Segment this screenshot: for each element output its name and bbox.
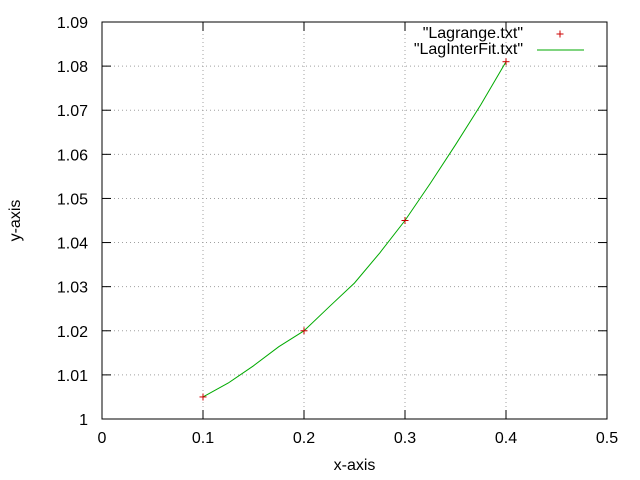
y-tick-label: 1.03 <box>57 280 88 297</box>
y-tick-label: 1.04 <box>57 236 88 253</box>
y-tick-label: 1.05 <box>57 191 88 208</box>
y-tick-label: 1.09 <box>57 15 88 32</box>
data-point-marker <box>502 58 510 66</box>
series-line <box>202 61 507 398</box>
x-tick-label: 0.4 <box>495 430 517 447</box>
x-tick-label: 0.2 <box>293 430 315 447</box>
x-axis-label: x-axis <box>334 457 376 474</box>
data-point-marker <box>401 217 409 224</box>
y-tick-label: 1.08 <box>57 59 88 76</box>
data-point-marker <box>199 393 207 401</box>
data-point-marker <box>300 327 308 335</box>
x-tick-label: 0 <box>98 430 107 447</box>
x-tick-label: 0.5 <box>596 430 618 447</box>
y-tick-label: 1.07 <box>57 103 88 120</box>
grid <box>102 22 607 419</box>
plot-frame <box>101 21 608 420</box>
x-tick-label: 0.3 <box>394 430 416 447</box>
legend-marker-swatch <box>556 30 564 38</box>
legend: "Lagrange.txt""LagInterFit.txt" <box>414 25 584 58</box>
axis-ticks: 0 0.1 0.2 0.3 0.4 0.5 1 1.01 1.02 1.03 1.04 1.05 1.0… <box>57 15 618 447</box>
y-tick-label: 1.06 <box>57 147 88 164</box>
legend-label: "Lagrange.txt" <box>423 25 523 42</box>
y-tick-label: 1.01 <box>57 368 88 385</box>
y-tick-label: 1.02 <box>57 324 88 341</box>
y-tick-label: 1 <box>79 412 88 429</box>
x-tick-label: 0.1 <box>192 430 214 447</box>
plot-series <box>199 58 510 401</box>
y-axis-label: y-axis <box>7 200 24 242</box>
legend-label: "LagInterFit.txt" <box>414 41 523 58</box>
